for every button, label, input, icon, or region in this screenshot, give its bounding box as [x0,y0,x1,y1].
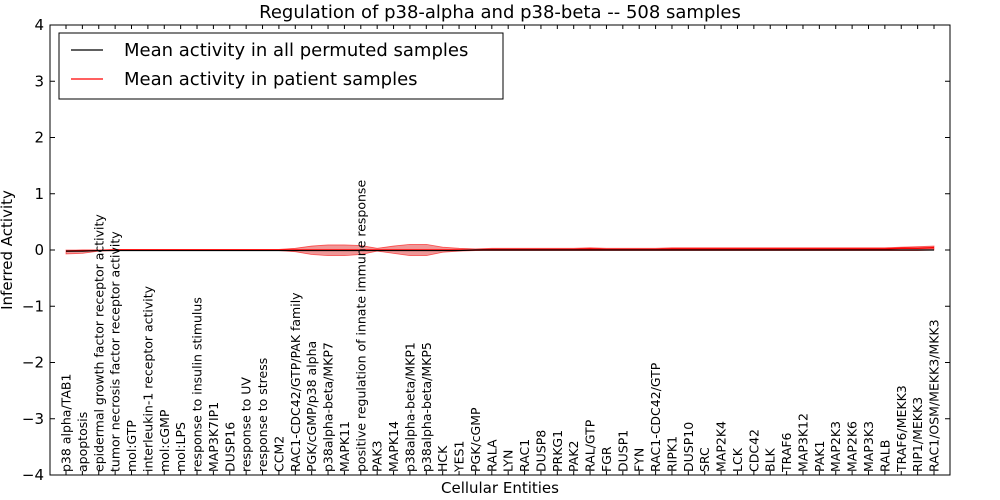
x-tick-label: DUSP10 [681,422,696,472]
x-tick-label: CDC42 [746,429,761,472]
x-tick-label: response to stress [255,358,270,472]
x-tick-label: positive regulation of innate immune res… [353,180,368,472]
x-tick-label: interleukin-1 receptor activity [140,285,155,472]
x-tick-label: p38alpha-beta/MKP7 [321,342,336,472]
y-tick-label: −1 [22,297,44,315]
x-tick-label: mol:LPS [173,422,188,472]
chart-title: Regulation of p38-alpha and p38-beta -- … [259,2,741,23]
x-tick-label: HCK [435,445,450,472]
x-tick-label: PAK1 [812,441,827,472]
legend-label-permuted: Mean activity in all permuted samples [124,40,468,61]
x-tick-label: mol:GTP [124,420,139,472]
x-tick-label: response to insulin stimulus [190,297,205,472]
x-tick-label: DUSP1 [615,430,630,472]
x-tick-label: RALA [484,439,499,472]
x-tick-label: LCK [730,447,745,472]
x-tick-label: mol:cGMP [157,409,172,472]
x-tick-label: RALB [877,440,892,472]
x-tick-label: MAP3K7IP1 [206,402,221,472]
x-tick-label: MAP2K3 [828,421,843,472]
x-tick-label: FGR [599,446,614,472]
y-tick-label: −4 [22,466,44,484]
x-tick-label: DUSP8 [533,430,548,472]
x-tick-label: epidermal growth factor receptor activit… [91,214,106,472]
x-tick-label: MAPK11 [337,421,352,472]
x-tick-label: MAP2K4 [714,421,729,472]
x-tick-label: SRC [697,447,712,472]
x-tick-label: RIPK1 [664,436,679,472]
series-line-permuted [66,250,934,251]
x-tick-label: MAP2K6 [845,421,860,472]
y-tick-label: −3 [22,410,44,428]
y-tick-label: 0 [34,241,44,259]
y-tick-label: 4 [34,16,44,34]
x-tick-label: BLK [763,447,778,472]
x-tick-label: apoptosis [75,412,90,472]
y-tick-label: 1 [34,185,44,203]
x-tick-label: YES1 [452,441,467,473]
x-tick-label: RAC1/OSM/MEKK3/MKK3 [927,319,942,472]
x-tick-label: PRKG1 [550,430,565,472]
x-tick-label: RAC1-CDC42/GTP [648,362,663,472]
x-tick-label: PAK3 [370,441,385,472]
legend-label-patient: Mean activity in patient samples [124,69,418,90]
x-tick-label: CCM2 [271,436,286,472]
x-tick-label: RAL/GTP [583,419,598,472]
x-tick-label: DUSP16 [222,422,237,472]
x-axis-label: Cellular Entities [441,479,559,497]
x-tick-label: MAP3K3 [861,421,876,472]
x-tick-label: p38 alpha/TAB1 [59,374,74,472]
y-tick-label: 3 [34,72,44,90]
x-tick-label: TRAF6/MEKK3 [894,385,909,473]
x-tick-label: TRAF6 [779,432,794,473]
x-tick-label: PGK/cGMP [468,407,483,472]
x-tick-label: MAP3K12 [795,413,810,472]
x-tick-label: p38alpha-beta/MKP1 [402,342,417,472]
y-axis-label: Inferred Activity [0,190,16,310]
x-tick-label: LYN [501,450,516,472]
x-tick-label: response to UV [239,377,254,472]
legend: Mean activity in all permuted samples Me… [59,33,503,99]
x-tick-label: RAC1-CDC42/GTP/PAK family [288,292,303,472]
x-tick-label: FYN [632,448,647,472]
x-tick-label: p38alpha-beta/MKP5 [419,342,434,472]
y-tick-label: 2 [34,129,44,147]
x-tick-label: RIP1/MEKK3 [910,397,925,472]
x-tick-label: PAK2 [566,441,581,472]
x-tick-label: MAPK14 [386,421,401,472]
x-tick-label: RAC1 [517,439,532,472]
x-tick-label: tumor necrosis factor receptor activity [108,231,123,472]
y-tick-label: −2 [22,354,44,372]
chart-figure: Regulation of p38-alpha and p38-beta -- … [0,0,1000,500]
x-tick-label: PGK/cGMP/p38 alpha [304,341,319,472]
